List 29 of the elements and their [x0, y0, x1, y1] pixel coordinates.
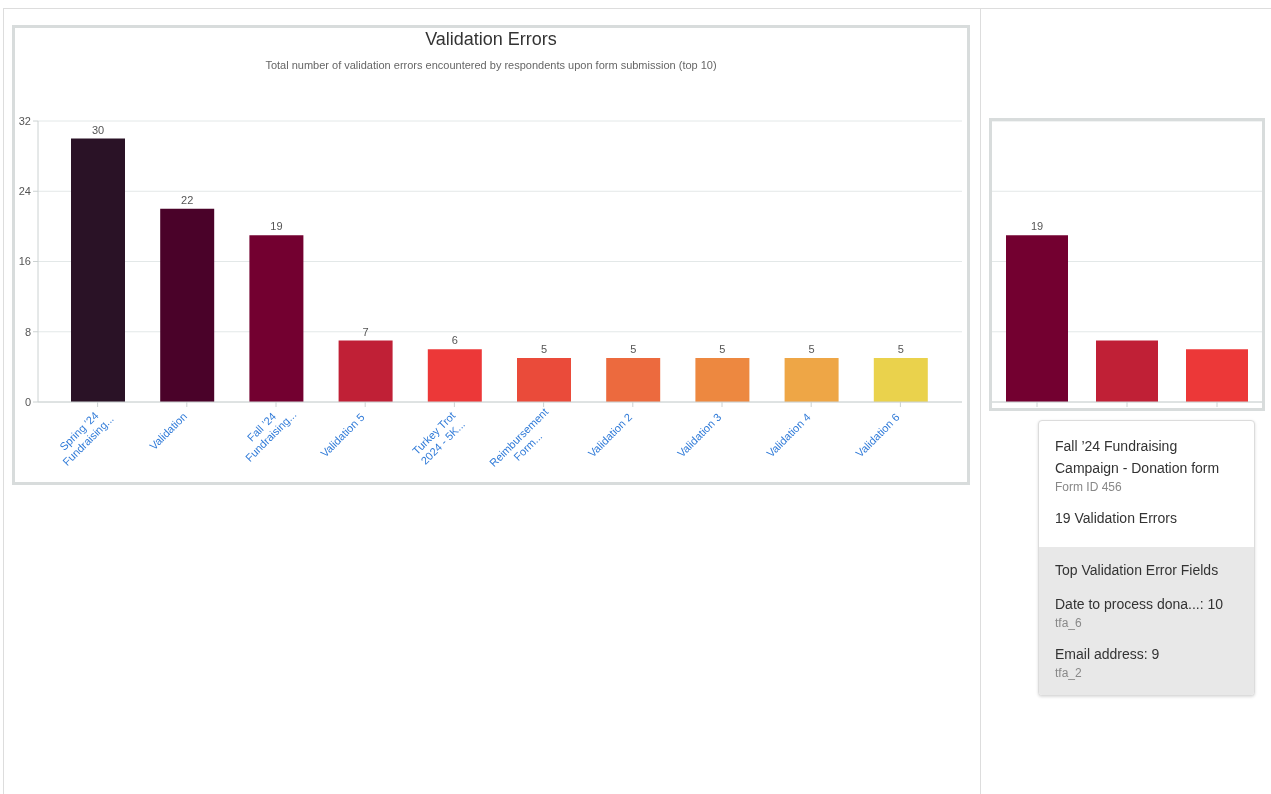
- data-label: 5: [719, 343, 726, 356]
- tooltip-card: Fall ’24 Fundraising Campaign - Donation form Form ID 456 19 Validation Errors Top Validation Error Fields Date to process dona...: 10 tfa_6 Email address: 9 tfa_2: [1038, 420, 1255, 696]
- data-label: 22: [181, 193, 194, 206]
- bar: [160, 208, 215, 402]
- chart-title: Validation Errors: [424, 28, 558, 50]
- bar: [427, 349, 482, 402]
- y-tick-label: 0: [24, 395, 31, 408]
- y-tick-label: 32: [18, 114, 31, 127]
- bar: [873, 358, 928, 402]
- bar: [249, 235, 304, 402]
- y-tick-label: 24: [18, 185, 31, 198]
- y-tick-label: 16: [18, 255, 31, 268]
- data-label: 6: [451, 334, 458, 347]
- data-label: 5: [808, 343, 815, 356]
- bar: [784, 358, 839, 402]
- y-tick-label: 8: [24, 325, 31, 338]
- data-label: 5: [630, 343, 637, 356]
- data-label: 5: [540, 343, 548, 356]
- bar: [338, 340, 393, 402]
- bar: [695, 358, 750, 402]
- bar: [606, 358, 661, 402]
- bar: [517, 358, 571, 402]
- data-label: 30: [91, 123, 105, 136]
- bar: [71, 138, 125, 402]
- chart-subtitle: Total number of validation errors encountered by respondents upon form submission (top 10): [264, 58, 718, 72]
- data-label: 19: [270, 220, 283, 233]
- data-label: 7: [362, 325, 369, 338]
- data-label: 19: [1030, 220, 1044, 233]
- data-label: 5: [897, 343, 904, 356]
